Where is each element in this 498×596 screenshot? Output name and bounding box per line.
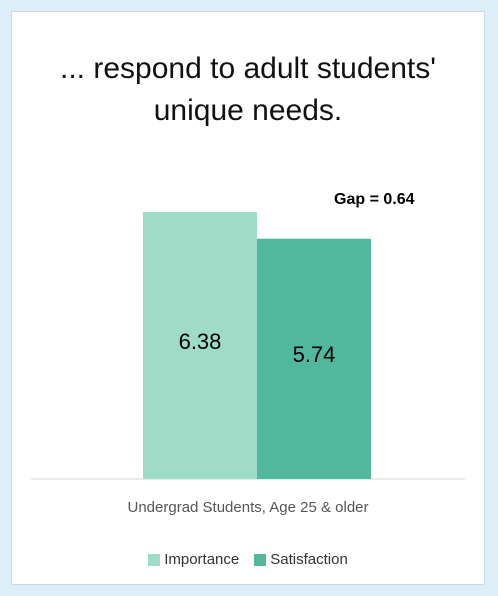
legend-swatch-importance	[148, 553, 161, 566]
bar-value-label-importance: 6.38	[179, 329, 222, 354]
legend-label-importance: Importance	[164, 551, 240, 568]
legend-item-satisfaction: Satisfaction	[254, 551, 348, 568]
bar-chart: 6.38 5.74 Gap = 0.64	[31, 191, 465, 480]
gap-annotation: Gap = 0.64	[334, 191, 415, 208]
x-axis-category-label: Undergrad Students, Age 25 & older	[127, 499, 369, 516]
bar-value-label-satisfaction: 5.74	[293, 342, 336, 367]
chart-title: ... respond to adult students' unique ne…	[60, 52, 436, 127]
legend-item-importance: Importance	[148, 551, 239, 568]
legend-label-satisfaction: Satisfaction	[270, 551, 348, 568]
chart-panel: ... respond to adult students' unique ne…	[11, 11, 485, 585]
chart-legend: Importance Satisfaction	[12, 551, 484, 568]
bar-satisfaction	[257, 238, 371, 479]
bar-importance	[143, 212, 257, 479]
legend-swatch-satisfaction	[254, 553, 267, 566]
